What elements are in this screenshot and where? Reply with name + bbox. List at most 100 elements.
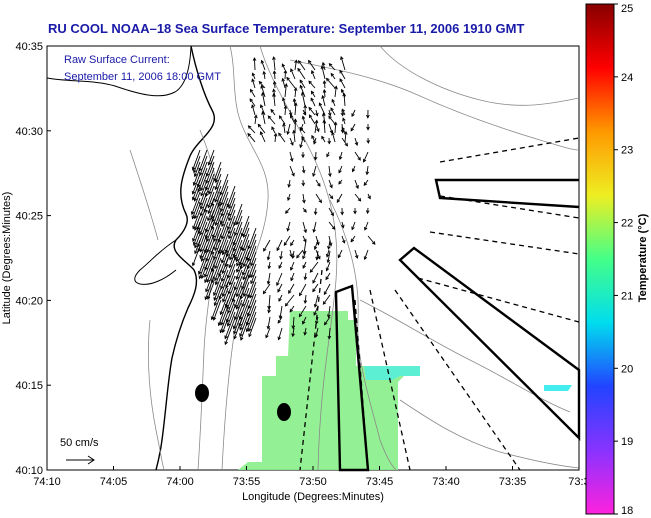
scale-arrow [66,455,95,465]
current-vector [311,134,316,143]
current-vector [221,239,229,256]
current-vector [239,305,250,331]
current-vector [239,311,250,338]
current-vector [310,69,316,80]
current-vector [212,299,222,321]
colorbar [585,3,615,515]
current-vector [276,239,283,252]
current-vector [242,263,250,281]
current-vector [291,250,295,259]
current-vector [297,60,306,71]
current-vector [276,272,283,287]
current-vector [220,305,229,326]
current-vector [308,106,316,116]
colorbar-tick-label: 22 [621,218,633,230]
current-vector [365,165,370,176]
current-vector [206,263,215,283]
x-tick-label: 74:10 [33,476,61,488]
colorbar-tick-label: 18 [621,505,633,517]
current-vector [266,316,271,330]
current-vector [362,151,369,163]
current-vector [242,221,250,238]
colorbar-tick-label: 21 [621,290,633,302]
current-vector [303,294,308,304]
current-vector [314,119,319,134]
current-vector [278,294,283,302]
current-vector [278,132,286,143]
current-vector [301,115,306,125]
current-vector [293,118,298,134]
current-vector [224,317,236,346]
current-vector [207,149,215,166]
current-vector [365,207,370,215]
current-vector [301,165,306,174]
current-vector [240,317,250,341]
current-vector [262,283,271,295]
current-vector [328,115,336,125]
current-vector [207,197,215,215]
current-vector [261,91,266,107]
current-vector [250,251,257,267]
current-vector [341,137,348,147]
current-vector [328,179,333,189]
current-vector [299,79,306,89]
current-vector [193,203,201,220]
x-tick-label: 74:00 [166,476,194,488]
current-vector [191,149,201,171]
current-vector [293,102,298,116]
current-vector [235,281,243,298]
current-vector [281,63,286,71]
current-vector [291,316,296,330]
current-vector [323,283,331,296]
current-vector [313,137,317,145]
current-vector [272,70,277,80]
current-vector [302,109,307,116]
current-vector [288,283,295,294]
current-vector [325,272,331,281]
current-vector [315,179,321,187]
current-vector [308,114,316,125]
current-vector [205,269,215,293]
current-vector [235,245,243,263]
current-vector [287,179,291,188]
sst-patch-main [238,311,420,470]
current-vector [254,114,258,125]
current-vector [303,272,308,281]
current-vector [193,215,201,231]
x-tick-label: 73:35 [499,476,527,488]
current-vector [322,89,327,98]
current-vector [313,151,318,161]
site-marker-west [195,384,209,402]
x-axis-ticks: 74:10 74:05 74:00 73:55 73:50 73:45 73:40 73:35… [33,466,590,488]
current-vector [312,272,319,284]
current-label-line2: September 11, 2006 18:00 GMT [64,71,221,83]
current-vector [273,132,278,143]
current-vector [283,69,288,80]
current-vector [286,76,296,89]
current-vector [350,235,356,243]
current-vector [327,239,331,250]
scale-label: 50 cm/s [60,437,99,449]
current-vector [194,233,201,249]
current-vector [322,119,327,134]
current-vector [354,151,361,161]
site-marker-east [277,403,291,421]
current-vector [257,123,266,134]
current-vector [197,251,208,275]
current-vector [328,123,334,135]
current-vector [340,55,346,71]
current-vector [315,109,319,117]
current-vector [315,250,319,261]
current-vector [328,165,332,178]
current-vector [250,269,257,285]
current-vector [302,221,308,234]
current-vector [194,239,201,255]
current-vector [288,109,293,117]
coastline [155,45,215,471]
current-vector [313,294,319,308]
current-vector [330,107,336,116]
x-tick-label: 73:40 [432,476,460,488]
current-vector [289,151,294,162]
current-vector [367,235,376,245]
